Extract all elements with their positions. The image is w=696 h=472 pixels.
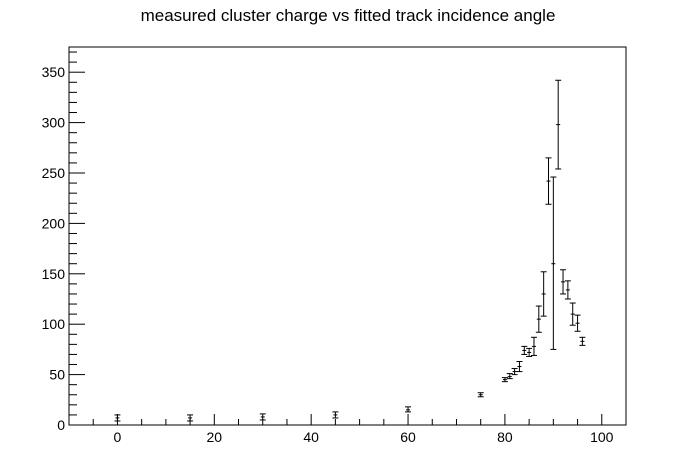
- data-point: [574, 314, 581, 332]
- y-tick-label: 200: [42, 215, 66, 231]
- x-tick-label: 0: [114, 429, 122, 445]
- data-point: [405, 406, 412, 413]
- x-tick-label: 40: [303, 429, 319, 445]
- data-point: [526, 347, 533, 357]
- data-point: [579, 336, 586, 346]
- y-tick-label: 150: [42, 266, 66, 282]
- data-point: [521, 345, 528, 355]
- data-point: [114, 414, 121, 422]
- data-point: [506, 373, 513, 380]
- data-point: [560, 269, 567, 295]
- data-point: [569, 302, 576, 326]
- data-point: [530, 336, 537, 356]
- axis-tick-labels: 0 20 40 60 80 100 0 50 100 150 200 250 300 350: [42, 64, 614, 445]
- plot-frame: [68, 46, 627, 426]
- data-point: [501, 377, 508, 383]
- data-point: [555, 79, 562, 170]
- x-tick-label: 60: [400, 429, 416, 445]
- data-points: [114, 79, 586, 422]
- data-point: [259, 413, 266, 421]
- x-tick-label: 80: [497, 429, 513, 445]
- data-point: [564, 280, 571, 300]
- data-point: [550, 176, 557, 350]
- y-tick-label: 250: [42, 165, 66, 181]
- data-point: [540, 271, 547, 317]
- axis-ticks: [68, 51, 627, 426]
- x-tick-label: 100: [590, 429, 614, 445]
- data-point: [545, 157, 552, 205]
- y-tick-label: 100: [42, 316, 66, 332]
- y-tick-label: 350: [42, 64, 66, 80]
- data-point: [511, 368, 518, 376]
- y-tick-label: 50: [49, 367, 65, 383]
- data-point: [516, 360, 523, 373]
- data-point: [332, 411, 339, 419]
- chart-title: measured cluster charge vs fitted track …: [140, 6, 556, 25]
- data-point: [477, 392, 484, 398]
- y-tick-label: 0: [57, 417, 65, 433]
- y-tick-label: 300: [42, 115, 66, 131]
- data-point: [535, 305, 542, 333]
- x-tick-label: 20: [207, 429, 223, 445]
- data-point: [187, 414, 194, 422]
